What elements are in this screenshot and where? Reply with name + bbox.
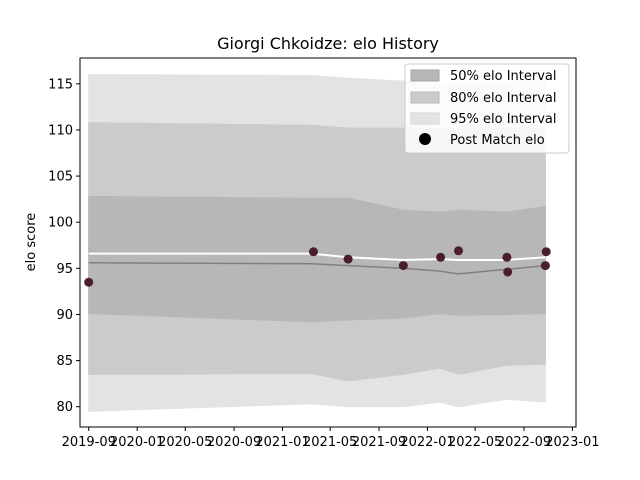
legend: 50% elo Interval 80% elo Interval 95% el… — [404, 63, 570, 154]
x-tick-label: 2021-09 — [352, 435, 406, 450]
legend-marker-post-match — [419, 133, 431, 145]
legend-label-50: 50% elo Interval — [450, 69, 557, 84]
y-tick-label: 85 — [56, 354, 73, 369]
legend-swatch-50 — [410, 69, 440, 82]
x-tick-label: 2023-01 — [545, 435, 599, 450]
y-tick-label: 90 — [56, 308, 73, 323]
post-match-point — [454, 246, 463, 256]
post-match-point — [398, 261, 408, 271]
y-tick-label: 110 — [48, 123, 73, 138]
y-tick-label: 100 — [48, 216, 73, 231]
y-tick-label: 80 — [56, 400, 73, 415]
x-tick-label: 2020-09 — [207, 435, 261, 450]
post-match-point — [540, 261, 550, 271]
y-axis-label: elo score — [24, 213, 39, 272]
series-line-dark — [88, 262, 546, 275]
post-match-point — [541, 247, 551, 257]
x-tick-label: 2021-01 — [255, 435, 309, 450]
post-match-point — [503, 267, 513, 277]
y-tick-label: 115 — [48, 77, 73, 92]
legend-label-80: 80% elo Interval — [450, 91, 557, 106]
x-tick-label: 2021-05 — [303, 435, 357, 450]
legend-swatch-95 — [410, 112, 440, 125]
x-tick-label: 2022-09 — [497, 435, 551, 450]
post-match-point — [309, 247, 318, 257]
x-tick-label: 2022-01 — [400, 435, 454, 450]
band-50-interval — [88, 195, 546, 323]
y-tick-label: 105 — [48, 170, 73, 185]
x-tick-label: 2022-05 — [448, 435, 502, 450]
axes-frame — [79, 57, 577, 428]
x-tick-label: 2020-01 — [110, 435, 164, 450]
chart-title: Giorgi Chkoidze: elo History — [217, 34, 439, 53]
legend-label-post-match: Post Match elo — [450, 133, 545, 148]
post-match-point — [436, 252, 446, 262]
post-match-point — [84, 277, 94, 287]
post-match-point — [343, 254, 353, 264]
series-line-light — [88, 252, 546, 262]
legend-label-95: 95% elo Interval — [450, 112, 557, 127]
plot-area — [84, 74, 551, 412]
legend-swatch-80 — [410, 91, 440, 104]
x-axis: 2019-092020-012020-052020-092021-012021-… — [62, 427, 600, 450]
y-axis: 80 85 90 95 100 105 110 115 — [48, 77, 80, 415]
post-match-point — [502, 252, 512, 262]
y-tick-label: 95 — [56, 262, 73, 277]
x-tick-label: 2019-09 — [62, 435, 116, 450]
x-tick-label: 2020-05 — [158, 435, 212, 450]
legend-box — [404, 63, 570, 154]
